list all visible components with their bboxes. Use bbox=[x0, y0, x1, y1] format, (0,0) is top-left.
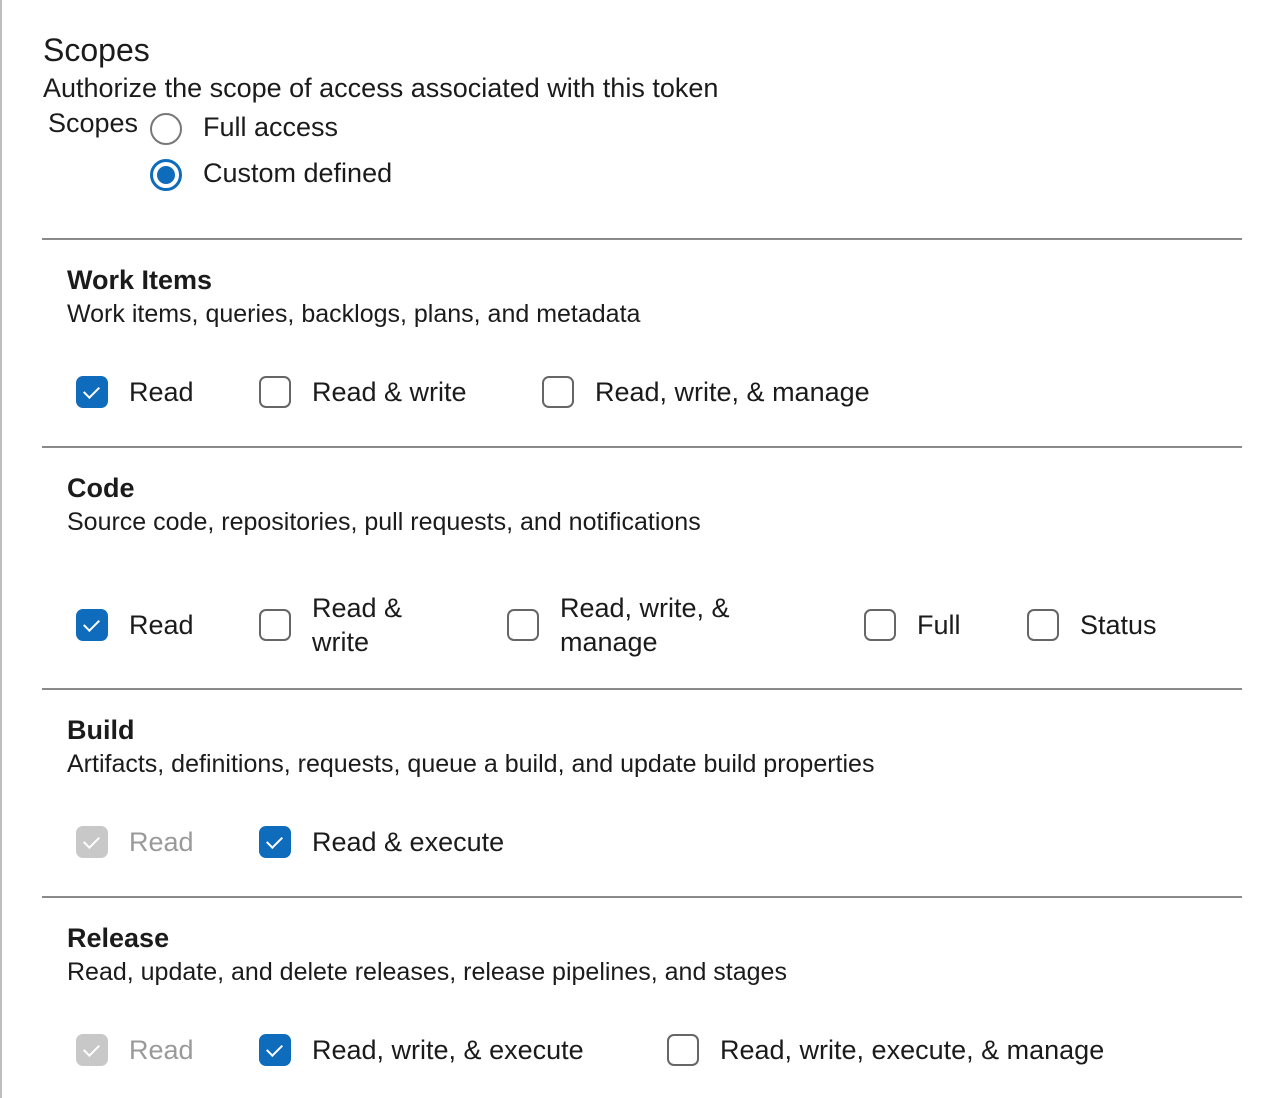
section-title-work-items: Work Items bbox=[67, 265, 213, 295]
section-divider bbox=[42, 688, 1242, 690]
checkbox-label: Read & execute bbox=[312, 827, 505, 857]
radio-full-access[interactable] bbox=[150, 113, 182, 145]
checkbox[interactable] bbox=[259, 1034, 291, 1066]
checkbox[interactable] bbox=[542, 376, 574, 408]
radio-full-access-label[interactable]: Full access bbox=[203, 112, 339, 142]
option-work-items-0[interactable]: Read bbox=[76, 359, 194, 425]
scopes-label: Scopes bbox=[48, 108, 139, 138]
checkbox[interactable] bbox=[507, 609, 539, 641]
option-code-1[interactable]: Read & write bbox=[259, 592, 442, 658]
option-release-0[interactable]: Read bbox=[76, 1017, 194, 1083]
checkbox[interactable] bbox=[864, 609, 896, 641]
checkbox[interactable] bbox=[259, 609, 291, 641]
option-release-1[interactable]: Read, write, & execute bbox=[259, 1017, 584, 1083]
checkbox-label: Read, write, execute, & manage bbox=[720, 1035, 1105, 1065]
checkbox-label: Read bbox=[129, 610, 194, 640]
checkbox-label: Status bbox=[1080, 610, 1157, 640]
checkbox[interactable] bbox=[76, 826, 108, 858]
checkbox-label: Read, write, & manage bbox=[560, 593, 730, 657]
section-description-build: Artifacts, definitions, requests, queue … bbox=[67, 750, 875, 778]
page-title: Scopes bbox=[43, 32, 150, 68]
checkbox[interactable] bbox=[76, 609, 108, 641]
section-description-work-items: Work items, queries, backlogs, plans, an… bbox=[67, 300, 641, 328]
checkbox[interactable] bbox=[76, 1034, 108, 1066]
section-divider bbox=[42, 446, 1242, 448]
option-release-2[interactable]: Read, write, execute, & manage bbox=[667, 1017, 1104, 1083]
radio-custom-defined-label[interactable]: Custom defined bbox=[203, 158, 393, 188]
section-divider bbox=[42, 896, 1242, 898]
checkbox-label: Full bbox=[917, 610, 961, 640]
checkbox[interactable] bbox=[259, 376, 291, 408]
section-title-build: Build bbox=[67, 715, 135, 745]
checkbox-label: Read & write bbox=[312, 377, 467, 407]
checkbox-label: Read bbox=[129, 1035, 194, 1065]
checkbox-label: Read, write, & manage bbox=[595, 377, 870, 407]
section-description-code: Source code, repositories, pull requests… bbox=[67, 508, 701, 536]
option-work-items-2[interactable]: Read, write, & manage bbox=[542, 359, 870, 425]
option-build-0[interactable]: Read bbox=[76, 809, 194, 875]
checkbox[interactable] bbox=[1027, 609, 1059, 641]
option-code-0[interactable]: Read bbox=[76, 592, 194, 658]
checkbox[interactable] bbox=[76, 376, 108, 408]
checkbox-label: Read & write bbox=[312, 593, 403, 657]
checkbox-label: Read bbox=[129, 827, 194, 857]
section-title-code: Code bbox=[67, 473, 135, 503]
checkbox[interactable] bbox=[667, 1034, 699, 1066]
radio-custom-defined[interactable] bbox=[150, 159, 182, 191]
option-code-2[interactable]: Read, write, & manage bbox=[507, 592, 780, 658]
option-code-3[interactable]: Full bbox=[864, 592, 961, 658]
left-border bbox=[0, 0, 2, 1098]
page-subtitle: Authorize the scope of access associated… bbox=[43, 73, 719, 103]
option-work-items-1[interactable]: Read & write bbox=[259, 359, 467, 425]
section-description-release: Read, update, and delete releases, relea… bbox=[67, 958, 787, 986]
checkbox[interactable] bbox=[259, 826, 291, 858]
option-code-4[interactable]: Status bbox=[1027, 592, 1157, 658]
checkbox-label: Read, write, & execute bbox=[312, 1035, 584, 1065]
option-build-1[interactable]: Read & execute bbox=[259, 809, 504, 875]
section-divider bbox=[42, 238, 1242, 240]
checkbox-label: Read bbox=[129, 377, 194, 407]
section-title-release: Release bbox=[67, 923, 170, 953]
